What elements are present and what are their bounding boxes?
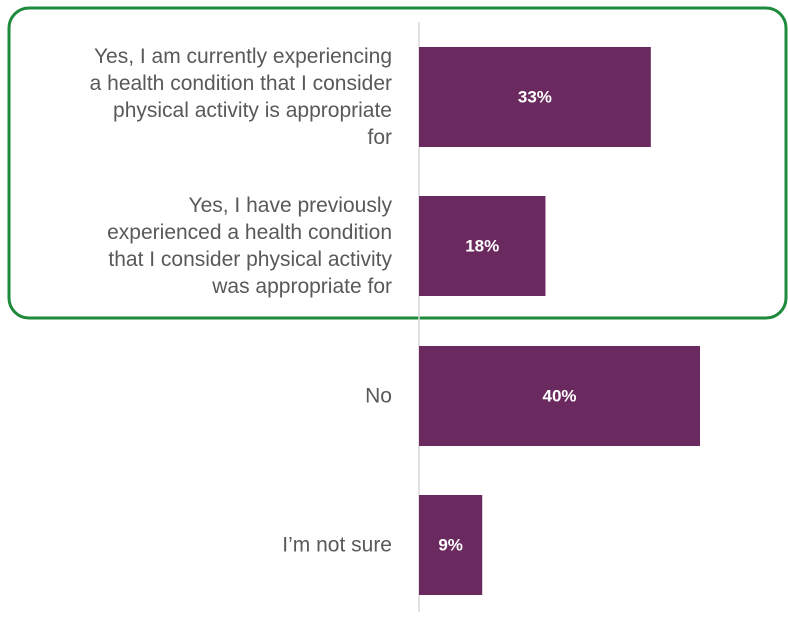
category-labels-group: Yes, I am currently experiencing a health… (90, 45, 393, 557)
category-label-line: No (365, 385, 392, 408)
category-label-2: No (365, 385, 392, 408)
category-label-line: that I consider physical activity (108, 248, 392, 271)
category-label-1: Yes, I have previously experienced a heal… (107, 194, 392, 298)
category-label-line: Yes, I have previously (188, 194, 392, 217)
bar-1 (419, 196, 546, 296)
category-label-line: experienced a health condition (107, 221, 392, 244)
category-label-line: I’m not sure (282, 534, 392, 557)
bar-3 (419, 495, 483, 595)
category-label-3: I’m not sure (282, 534, 392, 557)
data-label-1: 18% (465, 237, 499, 256)
data-label-0: 33% (518, 88, 552, 107)
bar-2 (419, 346, 700, 446)
category-label-line: for (367, 126, 392, 149)
category-label-line: Yes, I am currently experiencing (94, 45, 392, 68)
highlight-box (7, 6, 788, 320)
category-label-line: physical activity is appropriate (113, 99, 392, 122)
category-label-line: a health condition that I consider (90, 72, 392, 95)
bars-group: 33% 18% 40% 9% (419, 47, 700, 595)
data-label-2: 40% (542, 387, 576, 406)
category-label-line: was appropriate for (211, 275, 392, 298)
category-label-0: Yes, I am currently experiencing a health… (90, 45, 392, 149)
bar-0 (419, 47, 651, 147)
data-label-3: 9% (438, 536, 463, 555)
